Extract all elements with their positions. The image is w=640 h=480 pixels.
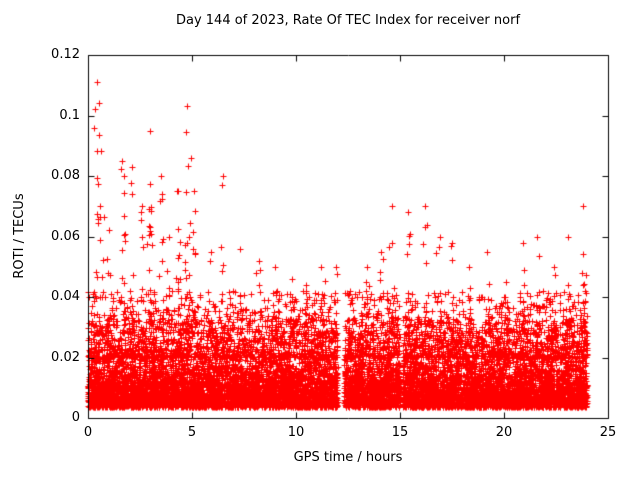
chart-title: Day 144 of 2023, Rate Of TEC Index for r… xyxy=(175,13,521,28)
y-tick-label: 0.06 xyxy=(51,228,80,244)
y-tick-label: 0.12 xyxy=(51,47,80,62)
x-tick-label: 15 xyxy=(391,425,409,440)
y-tick-label: 0 xyxy=(71,410,80,425)
y-tick-label: 0.02 xyxy=(51,349,80,365)
x-tick-label: 25 xyxy=(599,425,617,440)
y-tick-label: 0.08 xyxy=(51,168,80,183)
y-axis-label: ROTI / TECUs xyxy=(12,193,27,279)
x-tick-label: 10 xyxy=(287,425,305,440)
y-tick-label: 0.1 xyxy=(59,107,80,123)
x-tick-label: 0 xyxy=(83,425,93,440)
y-tick-label: 0.04 xyxy=(51,289,80,304)
x-tick-label: 20 xyxy=(495,425,513,440)
x-tick-label: 5 xyxy=(187,425,197,440)
x-axis-label: GPS time / hours xyxy=(293,450,403,465)
